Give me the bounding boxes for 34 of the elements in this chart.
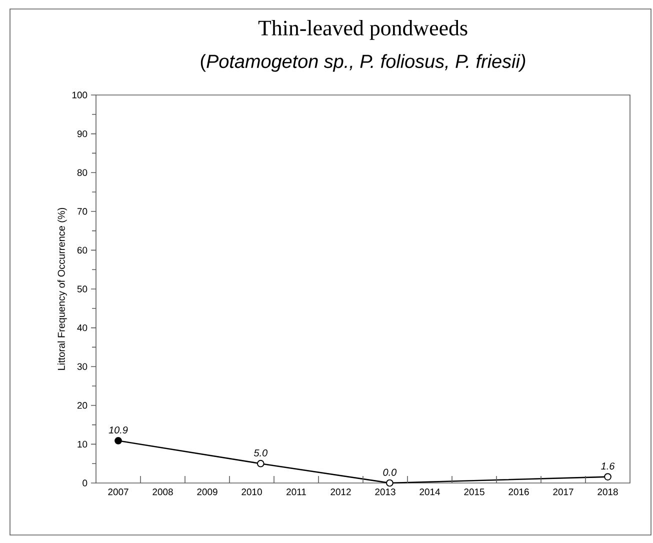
y-tick-label: 0 xyxy=(82,480,88,486)
y-tick-label: 40 xyxy=(77,324,88,332)
chart-title: Thin-leaved pondweeds xyxy=(258,20,468,40)
chart-subtitle: (Potamogeton sp., P. foliosus, P. friesii) xyxy=(200,54,526,72)
point xyxy=(386,479,394,487)
y-tick-label: 90 xyxy=(77,130,88,138)
y-axis-title: Littoral Frequency of Occurrence (%) xyxy=(58,208,67,370)
y-tick-label: 80 xyxy=(77,169,88,176)
x-tick-label: 2012 xyxy=(330,488,351,496)
y-tick-label: 100 xyxy=(72,92,88,98)
point xyxy=(604,473,612,480)
x-tick-label: 2013 xyxy=(375,488,396,496)
y-tick-label: 50 xyxy=(77,286,88,292)
data-label: 5.0 xyxy=(254,449,268,456)
y-tick-label: 30 xyxy=(77,363,88,370)
x-tick-label: 2011 xyxy=(286,488,306,496)
x-tick-label: 2009 xyxy=(197,488,218,496)
x-tick-label: 2017 xyxy=(553,488,574,496)
data-label: 1.6 xyxy=(601,462,615,470)
x-tick-label: 2008 xyxy=(152,488,173,496)
point xyxy=(114,437,122,444)
x-tick-label: 2016 xyxy=(508,488,529,496)
x-tick-label: 2018 xyxy=(598,488,618,496)
y-tick-label: 60 xyxy=(77,246,88,254)
point xyxy=(256,460,264,468)
x-tick-label: 2014 xyxy=(420,488,440,496)
data-label: 0.0 xyxy=(383,468,397,476)
x-tick-label: 2015 xyxy=(464,488,484,496)
y-tick-label: 20 xyxy=(77,402,88,409)
y-tick-label: 10 xyxy=(78,440,88,448)
y-tick-label: 70 xyxy=(77,208,88,215)
x-tick-label: 2010 xyxy=(242,488,262,496)
data-label: 10.9 xyxy=(108,426,128,434)
x-tick-label: 2007 xyxy=(108,488,128,496)
